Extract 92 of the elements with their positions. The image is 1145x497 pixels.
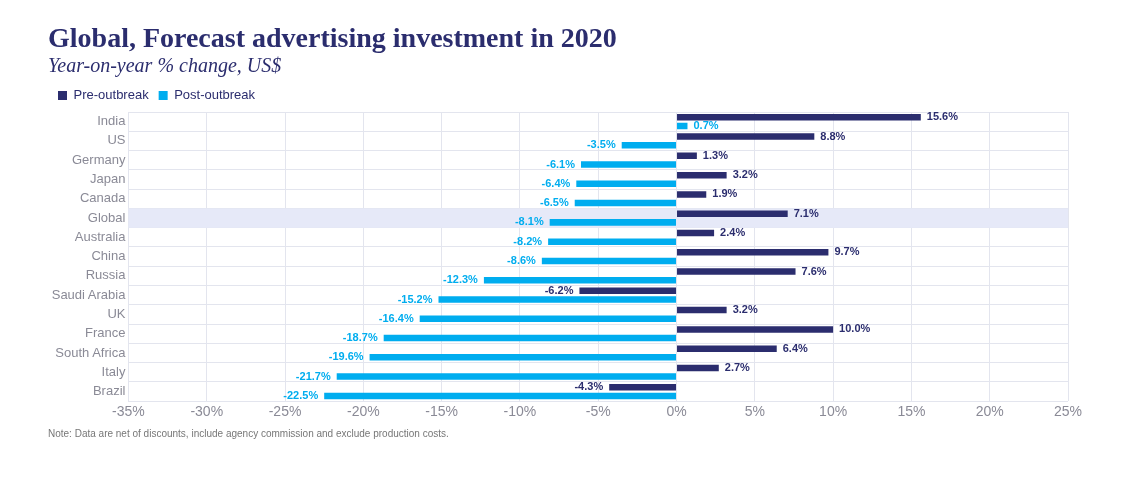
y-tick-label: China	[91, 248, 127, 264]
data-label: 10.0%	[839, 322, 871, 335]
bar	[549, 219, 677, 226]
bar	[677, 171, 727, 179]
data-label: 3.2%	[732, 303, 758, 316]
x-tick-label: -10%	[503, 403, 537, 420]
bar	[574, 199, 677, 207]
y-tick-label: Global	[87, 209, 126, 225]
data-label: -6.4%	[541, 176, 571, 189]
data-label: 6.4%	[782, 341, 809, 354]
data-label: -6.2%	[544, 283, 574, 296]
y-tick-label: France	[84, 325, 126, 341]
x-tick-label: 15%	[897, 403, 926, 420]
data-label: -6.1%	[546, 157, 576, 170]
data-label: 3.2%	[732, 168, 758, 181]
y-tick-label: India	[97, 113, 127, 129]
data-label: -22.5%	[283, 388, 319, 401]
bar	[677, 133, 815, 140]
y-tick-label: UK	[107, 306, 126, 322]
bar	[677, 345, 777, 352]
bar	[677, 306, 727, 314]
bar	[677, 268, 796, 275]
bar	[580, 161, 677, 168]
text: Note: Data are net of discounts, include agency commission and exclude production costs.	[48, 428, 450, 439]
y-tick-label: Saudi Arabia	[51, 286, 127, 302]
data-label: -18.7%	[342, 331, 378, 344]
bar	[324, 392, 677, 400]
bar	[677, 191, 707, 198]
y-tick-label: Italy	[101, 363, 126, 379]
y-tick-label: Germany	[71, 151, 126, 167]
data-label: -12.3%	[443, 273, 479, 286]
bar	[483, 276, 677, 284]
x-tick-label: -30%	[190, 403, 224, 420]
data-label: -8.1%	[514, 215, 544, 228]
y-tick-label: US	[107, 132, 126, 148]
x-tick-label: 20%	[975, 403, 1004, 420]
bar	[336, 373, 677, 380]
x-tick-label: -5%	[585, 403, 611, 420]
y-tick-label: Brazil	[92, 383, 126, 399]
data-label: 1.3%	[702, 148, 729, 161]
x-tick-label: 0%	[666, 403, 687, 420]
data-label: 2.4%	[720, 226, 746, 239]
data-label: -6.5%	[539, 196, 569, 209]
data-label: 2.7%	[724, 360, 751, 373]
x-tick-label: 5%	[744, 403, 765, 420]
chart-title: Global, Forecast advertising investment in 2020	[48, 22, 618, 54]
legend-label: Pre-outbreak	[73, 87, 150, 103]
data-label: -4.3%	[574, 380, 604, 393]
data-label: 7.1%	[793, 206, 819, 219]
bar	[677, 364, 719, 372]
y-tick-label: Russia	[85, 267, 127, 283]
data-label: 8.8%	[820, 129, 846, 142]
data-label: -8.6%	[507, 253, 537, 266]
data-label: 15.6%	[926, 110, 959, 123]
bar	[579, 287, 677, 295]
data-label: -21.7%	[295, 369, 331, 382]
data-label: -19.6%	[328, 350, 364, 363]
data-label: 9.7%	[834, 245, 860, 258]
data-label: -15.2%	[397, 292, 433, 305]
x-tick-label: 10%	[819, 403, 848, 420]
chart-subtitle: Year-on-year % change, US$	[48, 54, 283, 77]
y-tick-label: Australia	[74, 228, 127, 244]
bar	[677, 249, 829, 256]
legend-label: Post-outbreak	[174, 87, 256, 103]
x-tick-label: -35%	[112, 403, 145, 420]
bar	[438, 296, 677, 303]
data-label: -8.2%	[513, 234, 543, 247]
bar	[383, 334, 677, 342]
data-label: 0.7%	[693, 119, 719, 132]
bar	[677, 114, 921, 121]
bar	[677, 152, 697, 160]
data-label: -3.5%	[586, 138, 616, 151]
data-label: -16.4%	[378, 311, 414, 324]
bar	[576, 180, 677, 188]
y-tick-label: Japan	[90, 171, 126, 187]
bar	[621, 142, 677, 149]
bar	[677, 229, 715, 237]
bar	[677, 210, 788, 217]
data-label: 1.9%	[712, 187, 738, 200]
x-tick-label: -20%	[346, 403, 380, 420]
bar	[419, 315, 677, 323]
data-label: 7.6%	[801, 264, 827, 277]
x-tick-label: -25%	[268, 403, 302, 420]
bar	[609, 383, 677, 391]
bar	[541, 257, 677, 265]
x-tick-label: -15%	[425, 403, 458, 420]
bar	[369, 354, 677, 361]
bar	[677, 326, 834, 333]
y-tick-label: Canada	[79, 190, 127, 206]
bar	[548, 238, 677, 245]
y-tick-label: South Africa	[55, 344, 127, 360]
x-tick-label: 25%	[1053, 403, 1083, 420]
